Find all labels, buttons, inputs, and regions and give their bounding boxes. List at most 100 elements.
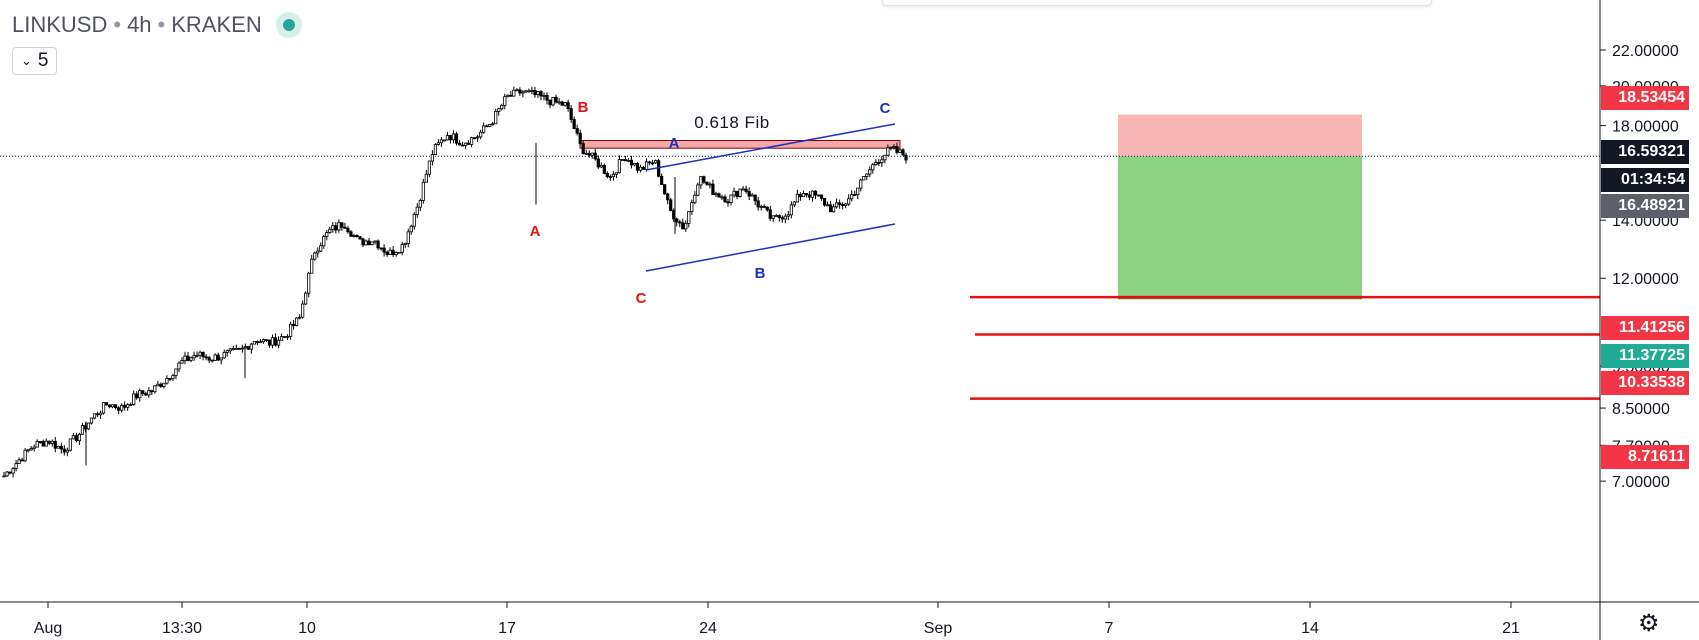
symbol-name[interactable]: LINKUSD [12,12,108,37]
candle-down [104,402,109,406]
candle-up [644,161,649,170]
candle-down [572,119,576,129]
candle-down [629,159,634,166]
candle-up [219,357,223,361]
candle-up [29,448,33,451]
candle-down [554,96,558,103]
candle-down [485,125,489,128]
candle-down [853,194,857,196]
candle-down [273,337,278,346]
candle-up [469,137,474,145]
channel-lower-line[interactable] [645,223,896,272]
candle-down [660,175,664,185]
candle-up [32,446,36,449]
price-scale-label: 01:34:54 [1601,168,1689,192]
market-status-icon[interactable] [275,12,302,38]
candle-down [385,251,389,255]
stop-loss-zone[interactable] [1118,114,1362,157]
candle-down [735,190,739,197]
candle-up [521,91,525,94]
candle-down [723,196,727,203]
candle-up [771,215,775,219]
candle-down [608,176,612,178]
gear-icon[interactable]: ⚙ [1638,610,1660,637]
price-scale-label: 16.48921 [1601,194,1689,218]
candle-up [295,317,299,327]
y-tick-label: 7.00000 [1612,474,1670,491]
candle-up [364,240,368,246]
candle-up [56,446,60,449]
candle-down [346,227,350,233]
candle-up [835,202,839,208]
drawing-toolbar[interactable] [882,0,1432,6]
candle-up [328,228,332,233]
candle-up [213,354,217,361]
candle-up [2,475,6,478]
fib-zone[interactable] [579,140,901,149]
candle-up [147,390,151,396]
y-tick-label: 18.00000 [1612,119,1679,136]
candle-down [593,152,597,160]
collapse-indicators-button[interactable]: ⌄ 5 [12,47,58,75]
candle-up [696,184,700,196]
price-scale-label: 10.33538 [1601,371,1689,395]
candle-up [445,135,450,141]
candle-down [822,198,827,206]
candle-down [635,162,640,171]
candle-down [509,94,513,97]
candle-down [454,133,459,144]
candle-down [95,413,100,416]
candle-up [98,412,103,416]
candle-up [433,144,437,155]
candle-down [41,441,45,447]
y-tick-label: 22.00000 [1612,43,1679,60]
candle-down [59,446,63,450]
candle-down [141,390,145,395]
candle-up [506,94,510,98]
candle-up [415,206,419,215]
candle-up [732,190,736,196]
candle-up [5,471,9,477]
candle-up [403,243,407,246]
candle-up [26,449,30,452]
candle-down [901,149,905,156]
candle-down [711,183,715,196]
candle-up [304,292,308,305]
candle-down [623,159,628,162]
candle-up [584,152,588,155]
fib-label: 0.618 Fib [694,113,769,132]
candle-down [292,323,296,327]
candle-down [560,101,564,106]
candle-down [675,218,679,223]
take-profit-zone[interactable] [1118,156,1362,299]
candle-up [307,272,311,294]
y-tick-label: 8.50000 [1612,401,1670,418]
candle-up [687,211,691,224]
candle-down [518,89,522,94]
candle-up [68,438,72,451]
candle-down [895,146,899,153]
candle-up [198,351,202,356]
candle-up [301,303,305,318]
candle-down [816,194,821,197]
candle-up [831,206,836,213]
candle-up [183,355,187,361]
wave-label: C [880,100,891,117]
candle-down [566,102,570,109]
candle-up [527,90,531,93]
plot-area[interactable]: 0.618 Fib B A C A B C [0,86,1600,478]
candle-up [551,96,555,106]
interval[interactable]: 4h [127,12,152,37]
separator: • [157,12,166,37]
wave-label: A [669,135,680,152]
candle-down [548,99,552,106]
candle-up [684,223,688,230]
candle-up [898,149,902,153]
channel-upper-line[interactable] [645,123,896,171]
x-tick-label: 21 [1502,620,1520,637]
candle-up [406,231,410,244]
candle-up [288,323,293,337]
candle-up [530,90,534,92]
candle-down [186,355,190,361]
